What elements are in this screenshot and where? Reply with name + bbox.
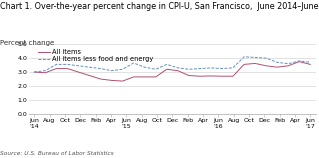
Text: Source: U.S. Bureau of Labor Statistics: Source: U.S. Bureau of Labor Statistics xyxy=(0,151,114,156)
Text: Chart 1. Over-the-year percent change in CPI-U, San Francisco,  June 2014–June 2: Chart 1. Over-the-year percent change in… xyxy=(0,2,319,11)
Legend: All items, All items less food and energy: All items, All items less food and energ… xyxy=(38,49,154,62)
Text: Percent change: Percent change xyxy=(0,40,54,46)
